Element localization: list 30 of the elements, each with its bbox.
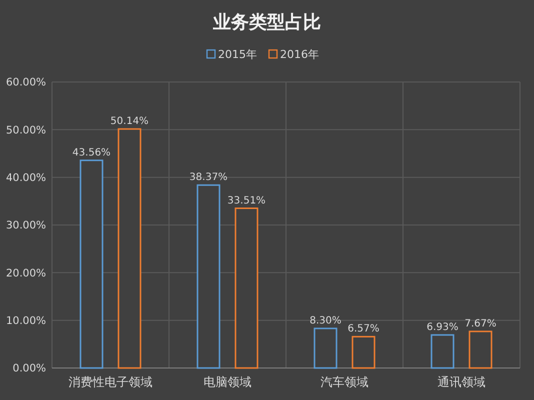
bar [234, 208, 258, 369]
data-label: 7.67% [464, 318, 496, 330]
y-tick-label: 10.00% [6, 315, 46, 328]
legend-label: 2015年 [218, 48, 257, 61]
y-tick-label: 30.00% [6, 220, 46, 232]
data-label: 50.14% [110, 116, 149, 127]
bar [196, 184, 220, 369]
data-label: 6.93% [426, 322, 458, 333]
bar [352, 336, 376, 369]
bar [118, 128, 142, 369]
x-tick-label: 电脑领域 [204, 375, 252, 389]
bar [314, 328, 338, 369]
data-label: 6.57% [348, 324, 380, 335]
bar [468, 330, 492, 369]
bar [430, 334, 454, 369]
chart-title: 业务类型占比 [212, 12, 321, 33]
y-tick-label: 0.00% [12, 362, 46, 375]
legend-label: 2016年 [280, 48, 319, 61]
data-label: 43.56% [72, 147, 111, 158]
data-label: 33.51% [227, 195, 266, 206]
y-tick-label: 20.00% [6, 267, 46, 280]
y-tick-label: 50.00% [6, 124, 46, 136]
data-label: 38.37% [189, 172, 228, 184]
y-tick-label: 60.00% [6, 76, 46, 89]
y-tick-label: 40.00% [6, 172, 46, 184]
x-tick-label: 通讯领域 [438, 375, 486, 389]
x-tick-label: 汽车领域 [320, 375, 368, 389]
bar [80, 160, 104, 369]
data-label: 8.30% [310, 315, 342, 326]
x-tick-label: 消费性电子领域 [68, 375, 152, 389]
